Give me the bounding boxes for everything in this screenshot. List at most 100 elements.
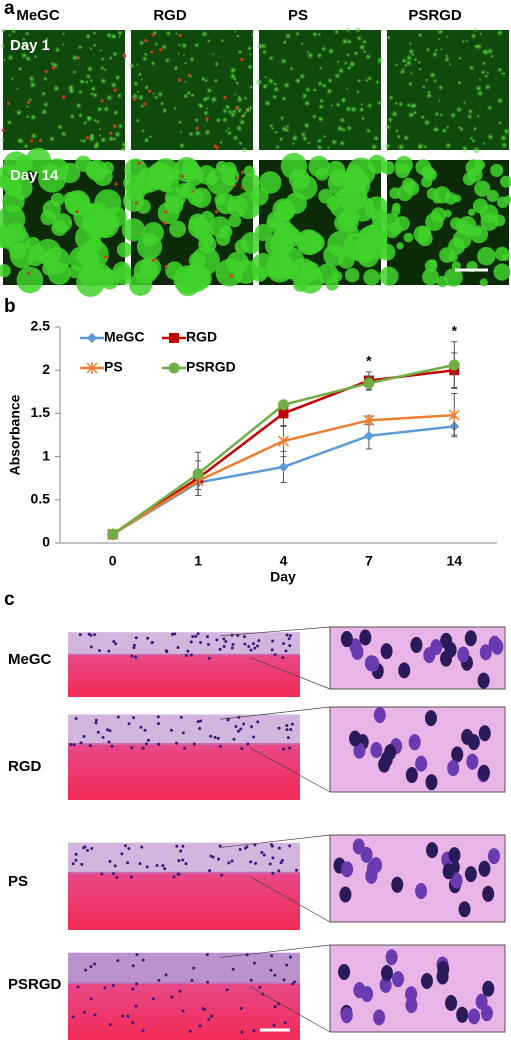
nucleus xyxy=(224,640,228,644)
nucleus xyxy=(247,645,251,649)
cell xyxy=(467,208,476,217)
cell xyxy=(180,42,188,50)
marker xyxy=(448,359,460,371)
nucleus xyxy=(126,861,130,865)
marker xyxy=(86,362,98,374)
nucleus xyxy=(94,721,98,725)
nucleus xyxy=(448,847,461,864)
cell xyxy=(344,267,360,283)
nucleus xyxy=(269,968,273,972)
cell xyxy=(81,247,98,264)
nucleus xyxy=(445,994,458,1011)
nucleus xyxy=(127,847,131,851)
nucleus xyxy=(373,707,386,724)
nucleus xyxy=(176,872,180,876)
nucleus xyxy=(205,953,209,957)
nucleus xyxy=(80,862,84,866)
cell xyxy=(24,30,30,37)
nucleus xyxy=(290,722,294,726)
cell xyxy=(88,46,93,51)
cell xyxy=(16,266,44,294)
cell xyxy=(445,125,450,130)
cell xyxy=(291,134,299,143)
cell xyxy=(318,66,323,71)
cell xyxy=(40,90,47,97)
cell xyxy=(205,119,209,123)
nucleus xyxy=(281,656,285,660)
nucleus xyxy=(76,985,80,989)
cell xyxy=(91,91,99,99)
nucleus xyxy=(72,743,76,747)
cell xyxy=(322,134,327,139)
cell xyxy=(143,102,147,106)
cell xyxy=(439,47,444,51)
cell xyxy=(6,101,11,106)
column-header: PS xyxy=(288,7,308,24)
cell xyxy=(38,138,43,143)
nucleus xyxy=(144,742,148,746)
nucleus xyxy=(353,742,366,759)
cell xyxy=(456,80,462,86)
cell xyxy=(163,221,167,225)
cell xyxy=(226,129,233,137)
cell xyxy=(194,129,202,138)
nucleus xyxy=(220,873,224,877)
nucleus xyxy=(420,972,433,989)
nucleus xyxy=(82,734,86,738)
cell xyxy=(143,136,150,144)
nucleus xyxy=(385,949,398,966)
cell xyxy=(486,189,499,203)
cell xyxy=(347,169,369,191)
cell xyxy=(136,199,151,214)
cell xyxy=(345,52,351,58)
cell xyxy=(85,73,92,80)
nucleus xyxy=(172,875,176,879)
cell xyxy=(206,38,212,44)
nucleus xyxy=(105,728,109,732)
cell xyxy=(376,99,383,106)
nucleus xyxy=(271,856,275,860)
cell xyxy=(120,141,128,148)
cell xyxy=(361,38,368,45)
cell xyxy=(486,104,493,111)
cell xyxy=(366,102,373,109)
cell xyxy=(473,43,480,50)
nucleus xyxy=(464,630,477,647)
cell xyxy=(10,28,17,35)
cell xyxy=(256,42,265,50)
cell xyxy=(304,86,312,94)
nucleus xyxy=(206,642,210,646)
cell xyxy=(120,146,127,153)
cell xyxy=(193,117,200,123)
cell xyxy=(486,71,490,75)
nucleus xyxy=(170,632,174,636)
nucleus xyxy=(405,767,418,784)
marker xyxy=(192,468,204,480)
marker xyxy=(278,399,289,411)
nucleus xyxy=(254,861,258,865)
micrograph xyxy=(384,27,511,154)
nucleus xyxy=(447,760,460,777)
y-axis-title: Absorbance xyxy=(7,394,23,475)
cell xyxy=(326,77,334,84)
cell xyxy=(77,112,84,119)
cell xyxy=(266,77,275,85)
cell xyxy=(381,160,395,175)
nucleus xyxy=(192,742,196,746)
cell xyxy=(200,30,209,38)
nucleus xyxy=(491,638,504,655)
cell xyxy=(52,84,61,93)
cell xyxy=(434,111,440,118)
nucleus xyxy=(442,863,455,880)
cell xyxy=(232,134,239,142)
nucleus xyxy=(238,848,242,852)
cell xyxy=(481,60,487,66)
nucleus xyxy=(179,715,183,719)
nucleus xyxy=(184,862,188,866)
cell xyxy=(220,38,225,43)
nucleus xyxy=(156,722,160,726)
cell xyxy=(311,113,318,120)
nucleus xyxy=(458,901,471,918)
cell xyxy=(236,107,243,114)
cell xyxy=(428,259,438,268)
